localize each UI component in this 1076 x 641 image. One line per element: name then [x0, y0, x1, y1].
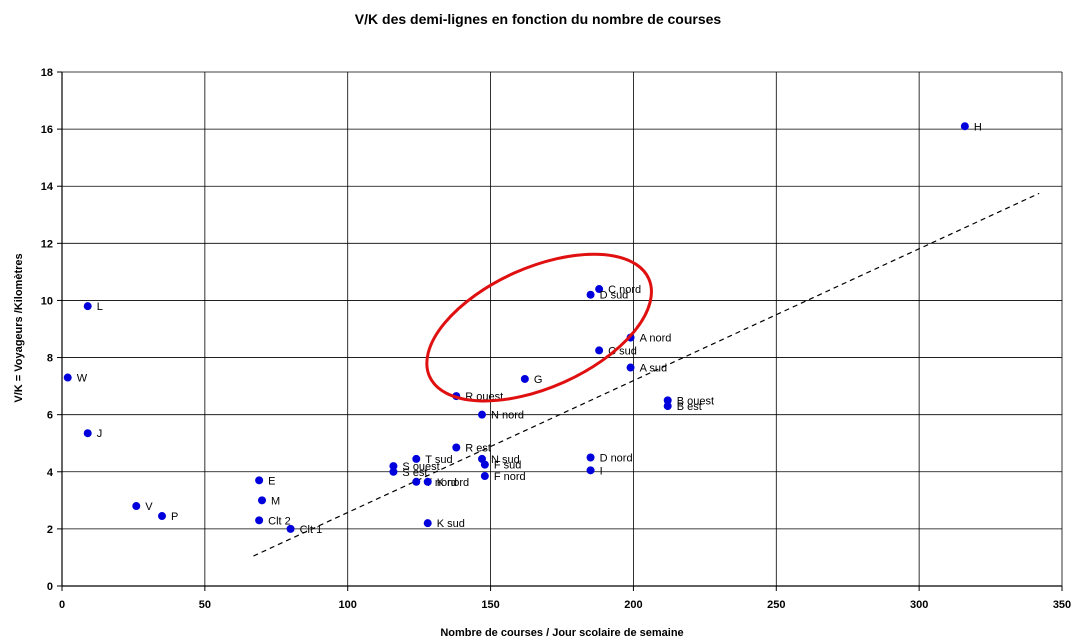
y-tick-label: 8 [47, 353, 53, 365]
point-label: Clt 2 [268, 515, 291, 527]
point-label: S est [402, 467, 427, 479]
data-point [960, 122, 969, 131]
point-label: L [97, 301, 103, 313]
data-point [423, 477, 432, 486]
data-point [663, 396, 672, 405]
data-point [423, 519, 432, 528]
point-label: J [97, 428, 103, 440]
data-point [520, 374, 529, 383]
data-point [480, 472, 489, 481]
point-label: F nord [494, 471, 526, 483]
point-label: B ouest [677, 395, 714, 407]
point-label: S ouest [402, 461, 439, 473]
trendline-group [253, 192, 1040, 557]
y-axis-label: V/K = Voyageurs /Kilomètres [13, 253, 25, 402]
data-point [480, 460, 489, 469]
data-point [258, 496, 266, 505]
data-point [586, 466, 595, 475]
point-label: W [77, 373, 88, 385]
y-tick-label: 12 [41, 238, 53, 250]
data-point [586, 453, 595, 462]
data-point [452, 443, 461, 452]
grid [62, 71, 1063, 586]
data-point [389, 467, 398, 476]
x-tick-label: 100 [339, 599, 357, 611]
annotation-group [425, 252, 653, 403]
y-tick-label: 18 [41, 67, 53, 79]
point-label: A nord [640, 333, 672, 345]
x-tick-label: 50 [199, 599, 211, 611]
data-point [255, 476, 264, 485]
data-point [158, 512, 166, 521]
data-point [663, 402, 672, 411]
x-tick-label: 200 [624, 599, 642, 611]
tick-labels: 0 2 4 6 8 10 12 14 16 18 0 50 100 150 200 250 300 350 [41, 67, 1071, 611]
data-point [595, 346, 604, 355]
point-label: T sud [425, 454, 452, 466]
data-point [412, 454, 421, 463]
point-label: D sud [600, 290, 629, 302]
y-tick-label: 2 [47, 524, 53, 536]
data-point [255, 516, 264, 525]
highlight-ellipse [425, 252, 653, 403]
point-label: H [974, 121, 982, 133]
point-label: R est [465, 443, 491, 455]
point-label: I [600, 465, 603, 477]
data-point [63, 373, 72, 382]
y-tick-label: 6 [47, 410, 53, 422]
x-tick-label: 350 [1053, 599, 1071, 611]
point-label: Clt 1 [300, 524, 323, 536]
y-tick-label: 0 [47, 581, 53, 593]
point-label: T nord [425, 477, 457, 489]
point-label: K nord [437, 477, 469, 489]
point-label: N sud [491, 454, 520, 466]
x-tick-label: 300 [910, 599, 928, 611]
point-label: D nord [600, 453, 633, 465]
y-tick-label: 4 [47, 467, 54, 479]
data-point [626, 363, 635, 372]
data-point [83, 429, 92, 438]
x-tick-label: 250 [767, 599, 785, 611]
point-label: C nord [608, 284, 641, 296]
y-tick-label: 14 [41, 181, 54, 193]
data-point [595, 285, 604, 294]
point-label: N nord [491, 410, 524, 422]
point-label: V [145, 501, 153, 513]
point-label: F sud [494, 460, 522, 472]
x-tick-label: 150 [481, 599, 499, 611]
data-point [389, 462, 398, 471]
data-point [286, 524, 295, 533]
point-label: E [268, 475, 275, 487]
point-label: G [534, 374, 543, 386]
y-tick-label: 10 [41, 295, 53, 307]
data-point [83, 302, 92, 311]
data-point [586, 290, 595, 299]
point-label: P [171, 511, 178, 523]
axes [57, 71, 1063, 591]
data-point [132, 502, 141, 511]
x-tick-label: 0 [59, 599, 65, 611]
trendline [253, 192, 1040, 557]
point-label: B est [677, 401, 702, 413]
data-point [412, 477, 421, 486]
y-tick-label: 16 [41, 124, 53, 136]
x-axis-label: Nombre de courses / Jour scolaire de sem… [440, 627, 683, 639]
chart-title: V/K des demi-lignes en fonction du nombr… [355, 11, 722, 27]
point-label: C sud [608, 345, 637, 357]
data-point [478, 410, 486, 419]
point-label: A sud [640, 363, 668, 375]
point-label: M [271, 495, 280, 507]
point-label: K sud [437, 518, 465, 530]
